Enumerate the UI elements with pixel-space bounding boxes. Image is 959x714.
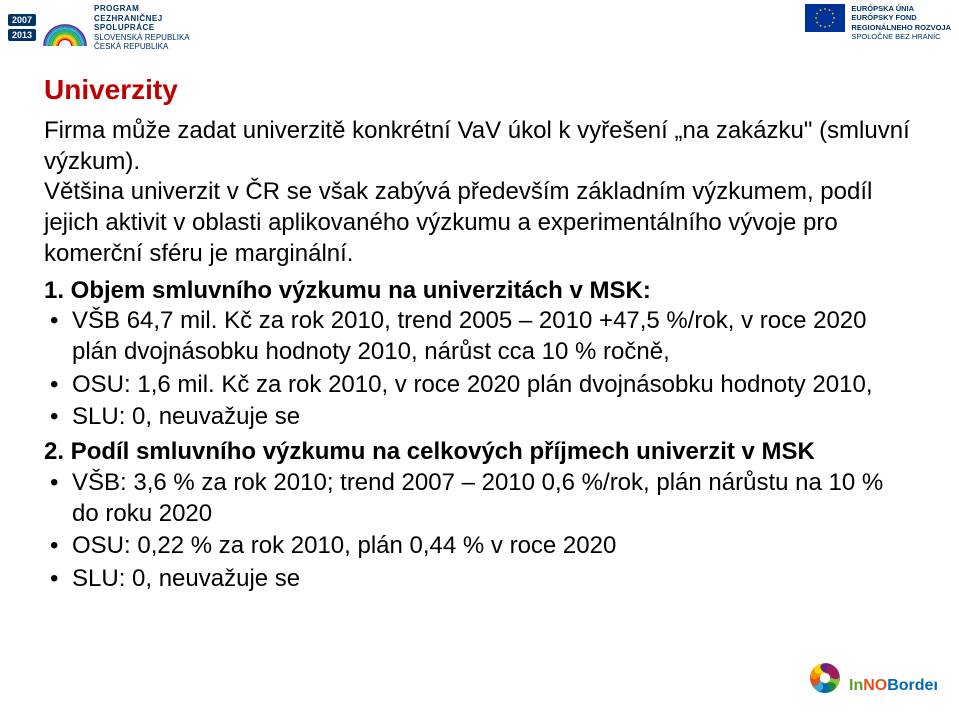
bullet-list: VŠB 64,7 mil. Kč za rok 2010, trend 2005…: [44, 306, 915, 433]
eu-line-4: SPOLOČNE BEZ HRANÍC: [851, 32, 951, 41]
program-text: PROGRAM CEZHRANIČNEJ SPOLUPRÁCE SLOVENSK…: [94, 4, 190, 52]
section-2: 2. Podíl smluvního výzkumu na celkových …: [44, 437, 915, 595]
logo-text-in: In: [849, 677, 863, 694]
eu-flag-icon: [805, 4, 845, 32]
eu-logo-block: EURÓPSKA ÚNIA EURÓPSKY FOND REGIONÁLNEHO…: [805, 4, 951, 42]
year-badge-2007: 2007: [8, 14, 36, 26]
logo-text-border: Border: [887, 677, 937, 694]
intro-paragraph: Firma může zadat univerzitě konkrétní Va…: [44, 116, 915, 270]
list-item: SLU: 0, neuvažuje se: [44, 564, 915, 595]
list-item: OSU: 0,22 % za rok 2010, plán 0,44 % v r…: [44, 531, 915, 562]
rainbow-arc-icon: [42, 8, 88, 48]
section-1: 1. Objem smluvního výzkumu na univerzitá…: [44, 276, 915, 434]
list-item: VŠB 64,7 mil. Kč za rok 2010, trend 2005…: [44, 306, 915, 367]
program-line-5: ČESKÁ REPUBLIKA: [94, 42, 190, 52]
year-badges: 2007 2013: [8, 14, 36, 41]
section-heading: 2. Podíl smluvního výzkumu na celkových …: [44, 437, 915, 468]
program-line-3: SPOLUPRÁCE: [94, 23, 190, 33]
bullet-list: VŠB: 3,6 % za rok 2010; trend 2007 – 201…: [44, 468, 915, 595]
eu-line-2: EURÓPSKY FOND: [851, 13, 951, 22]
eu-line-1: EURÓPSKA ÚNIA: [851, 4, 951, 13]
section-heading: 1. Objem smluvního výzkumu na univerzitá…: [44, 276, 915, 307]
svg-text:InNOBorder: InNOBorder: [849, 677, 937, 694]
header-right: EURÓPSKA ÚNIA EURÓPSKY FOND REGIONÁLNEHO…: [805, 4, 951, 42]
list-item: OSU: 1,6 mil. Kč za rok 2010, v roce 202…: [44, 370, 915, 401]
sections-list: 1. Objem smluvního výzkumu na univerzitá…: [44, 276, 915, 595]
year-badge-2013: 2013: [8, 29, 36, 41]
list-item: VŠB: 3,6 % za rok 2010; trend 2007 – 201…: [44, 468, 915, 529]
list-item: SLU: 0, neuvažuje se: [44, 402, 915, 433]
header-left: 2007 2013 PROGRAM CEZHRANIČNEJ SPOLUPRÁC…: [8, 4, 190, 52]
slide-content: Univerzity Firma může zadat univerzitě k…: [0, 62, 959, 595]
program-line-4: SLOVENSKÁ REPUBLIKA: [94, 33, 190, 43]
slide-header: 2007 2013 PROGRAM CEZHRANIČNEJ SPOLUPRÁC…: [0, 0, 959, 62]
eu-text: EURÓPSKA ÚNIA EURÓPSKY FOND REGIONÁLNEHO…: [851, 4, 951, 42]
page-title: Univerzity: [44, 74, 915, 106]
innoborder-logo: InNOBorder: [797, 650, 937, 706]
eu-line-3: REGIONÁLNEHO ROZVOJA: [851, 23, 951, 32]
program-line-1: PROGRAM: [94, 4, 190, 14]
program-line-2: CEZHRANIČNEJ: [94, 14, 190, 24]
logo-text-no: NO: [863, 677, 887, 694]
